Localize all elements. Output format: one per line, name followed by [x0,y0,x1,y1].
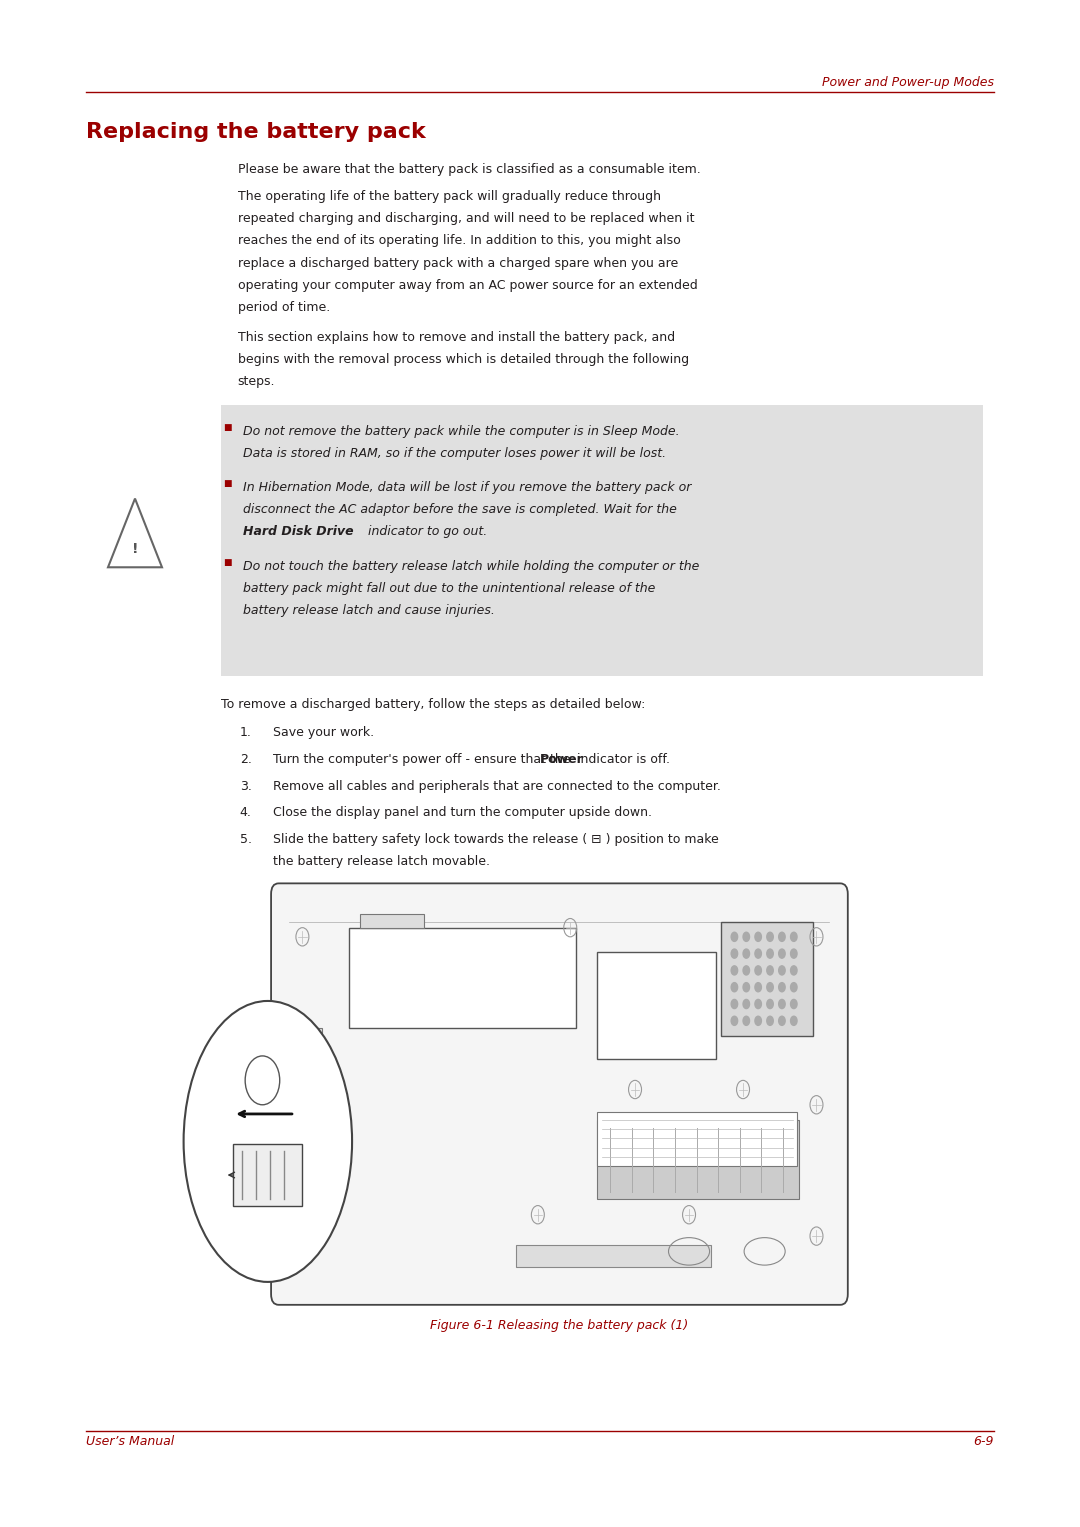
Circle shape [767,948,773,957]
Text: indicator is off.: indicator is off. [572,753,670,767]
Circle shape [791,965,797,974]
Text: reaches the end of its operating life. In addition to this, you might also: reaches the end of its operating life. I… [238,234,680,247]
Text: Replacing the battery pack: Replacing the battery pack [86,122,427,142]
Circle shape [767,965,773,974]
Text: battery pack might fall out due to the unintentional release of the: battery pack might fall out due to the u… [243,582,656,596]
Text: 4.: 4. [240,806,252,820]
Circle shape [779,982,785,991]
Circle shape [755,948,761,957]
Text: 6-9: 6-9 [973,1435,994,1449]
Text: begins with the removal process which is detailed through the following: begins with the removal process which is… [238,353,689,366]
Text: 1.: 1. [240,725,252,739]
Bar [233,1144,302,1205]
FancyBboxPatch shape [221,405,983,676]
Circle shape [779,1015,785,1025]
Text: This section explains how to remove and install the battery pack, and: This section explains how to remove and … [238,330,675,344]
Circle shape [731,965,738,974]
Circle shape [791,948,797,957]
Circle shape [731,999,738,1008]
Text: User’s Manual: User’s Manual [86,1435,175,1449]
Bar [286,1028,322,1057]
Circle shape [767,931,773,941]
Circle shape [743,999,750,1008]
Text: Turn the computer's power off - ensure that the: Turn the computer's power off - ensure t… [273,753,575,767]
Circle shape [779,931,785,941]
Text: Hard Disk Drive: Hard Disk Drive [243,525,353,539]
Bar [597,951,716,1058]
Text: Save your work.: Save your work. [273,725,375,739]
Text: 3.: 3. [240,779,252,793]
FancyBboxPatch shape [271,883,848,1304]
Bar [349,927,576,1028]
Text: In Hibernation Mode, data will be lost if you remove the battery pack or: In Hibernation Mode, data will be lost i… [243,481,691,495]
Text: steps.: steps. [238,374,275,388]
Text: Do not remove the battery pack while the computer is in Sleep Mode.: Do not remove the battery pack while the… [243,425,679,438]
Text: period of time.: period of time. [238,301,329,315]
Circle shape [767,982,773,991]
Text: !: ! [132,542,138,556]
Circle shape [755,999,761,1008]
Text: Power: Power [540,753,584,767]
Bar [597,1119,799,1199]
Text: To remove a discharged battery, follow the steps as detailed below:: To remove a discharged battery, follow t… [221,698,646,712]
Bar [273,1034,302,1073]
Circle shape [779,965,785,974]
Text: Do not touch the battery release latch while holding the computer or the: Do not touch the battery release latch w… [243,559,700,573]
Circle shape [779,948,785,957]
Circle shape [779,999,785,1008]
Bar [597,1112,797,1165]
Circle shape [743,931,750,941]
Bar [360,913,424,927]
Circle shape [791,999,797,1008]
Circle shape [743,965,750,974]
Text: 2.: 2. [240,753,252,767]
Text: ■: ■ [224,479,232,489]
Circle shape [767,1015,773,1025]
Circle shape [791,931,797,941]
Circle shape [743,982,750,991]
Text: ■: ■ [224,557,232,567]
Text: repeated charging and discharging, and will need to be replaced when it: repeated charging and discharging, and w… [238,212,694,226]
Text: Close the display panel and turn the computer upside down.: Close the display panel and turn the com… [273,806,652,820]
Text: battery release latch and cause injuries.: battery release latch and cause injuries… [243,603,495,617]
Circle shape [791,1015,797,1025]
Text: Power and Power-up Modes: Power and Power-up Modes [822,75,994,89]
Circle shape [755,965,761,974]
Bar [516,1245,711,1266]
Text: the battery release latch movable.: the battery release latch movable. [273,855,490,869]
Ellipse shape [184,1000,352,1281]
Text: replace a discharged battery pack with a charged spare when you are: replace a discharged battery pack with a… [238,257,678,270]
Text: Please be aware that the battery pack is classified as a consumable item.: Please be aware that the battery pack is… [238,163,700,177]
Text: Figure 6-1 Releasing the battery pack (1): Figure 6-1 Releasing the battery pack (1… [430,1318,689,1332]
Text: disconnect the AC adaptor before the save is completed. Wait for the: disconnect the AC adaptor before the sav… [243,502,677,516]
Circle shape [731,931,738,941]
Circle shape [755,982,761,991]
Text: indicator to go out.: indicator to go out. [364,525,487,539]
Circle shape [731,1015,738,1025]
Circle shape [731,982,738,991]
Circle shape [755,1015,761,1025]
Bar [721,921,813,1035]
Text: operating your computer away from an AC power source for an extended: operating your computer away from an AC … [238,278,698,292]
Circle shape [755,931,761,941]
Circle shape [743,1015,750,1025]
Text: Remove all cables and peripherals that are connected to the computer.: Remove all cables and peripherals that a… [273,779,721,793]
Circle shape [791,982,797,991]
Circle shape [743,948,750,957]
Circle shape [731,948,738,957]
Text: 5.: 5. [240,832,252,846]
Text: ■: ■ [224,423,232,432]
Text: The operating life of the battery pack will gradually reduce through: The operating life of the battery pack w… [238,189,661,203]
Text: Slide the battery safety lock towards the release ( ⊟ ) position to make: Slide the battery safety lock towards th… [273,832,719,846]
Text: Data is stored in RAM, so if the computer loses power it will be lost.: Data is stored in RAM, so if the compute… [243,446,666,460]
Circle shape [767,999,773,1008]
